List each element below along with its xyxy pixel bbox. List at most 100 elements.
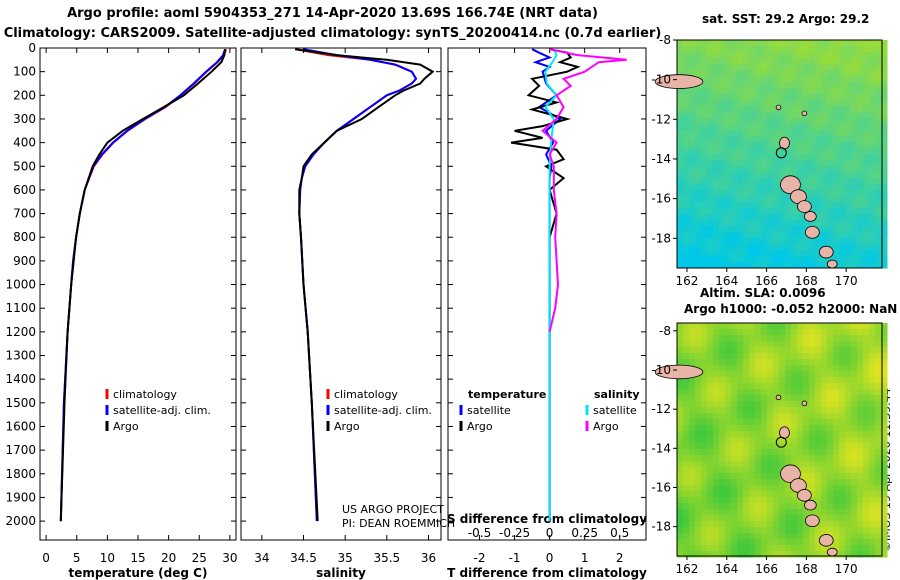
sst-map-field-cell — [815, 190, 822, 197]
sla-map-field-cell — [791, 365, 798, 372]
sla-map-field-cell — [713, 467, 720, 474]
sst-map-field-cell — [695, 136, 702, 143]
sla-map-field-cell — [863, 467, 870, 474]
sla-map-field-cell — [851, 461, 858, 468]
sla-map-field-cell — [803, 383, 810, 390]
sst-map-field-cell — [875, 82, 882, 89]
sla-map-field-cell — [851, 521, 858, 528]
sla-map-field-cell — [875, 347, 882, 354]
sla-map-field-cell — [695, 389, 702, 396]
depth-tick-label: 1800 — [5, 467, 36, 481]
temperature-tick-label: 30 — [222, 551, 237, 565]
sla-map-field-cell — [881, 461, 888, 468]
sst-map-field-cell — [689, 94, 696, 101]
sst-map-field-cell — [839, 46, 846, 53]
sst-map-field-cell — [869, 214, 876, 221]
sla-map-field-cell — [749, 533, 756, 540]
sst-map-field-cell — [755, 154, 762, 161]
diff-t-tick-label: -1 — [509, 551, 521, 565]
sst-map-field-cell — [809, 160, 816, 167]
sla-map-field-cell — [731, 551, 738, 558]
sst-map-field-cell — [803, 184, 810, 191]
sla-map-field-cell — [809, 359, 816, 366]
sst-map-field-cell — [791, 262, 798, 269]
sla-map-field-cell — [839, 335, 846, 342]
sla-map-field-cell — [875, 413, 882, 420]
sla-map-field-cell — [725, 461, 732, 468]
sla-map-field-cell — [839, 401, 846, 408]
sst-map-field-cell — [707, 184, 714, 191]
sla-map-field-cell — [749, 335, 756, 342]
sla-map-field-cell — [743, 365, 750, 372]
sst-map-field-cell — [803, 40, 810, 47]
sla-map-field-cell — [761, 509, 768, 516]
sst-map-field-cell — [737, 160, 744, 167]
sla-map-field-cell — [815, 365, 822, 372]
sst-map-field-cell — [863, 214, 870, 221]
sla-map-field-cell — [779, 371, 786, 378]
sla-map-field-cell — [839, 323, 846, 330]
sst-map-field-cell — [737, 220, 744, 227]
sst-map-field-cell — [743, 130, 750, 137]
sla-map-field-cell — [869, 425, 876, 432]
sst-map-field-cell — [701, 250, 708, 257]
sla-map-field-cell — [683, 479, 690, 486]
sla-map-field-cell — [767, 467, 774, 474]
sla-map-field-cell — [857, 341, 864, 348]
sst-map-field-cell — [881, 244, 888, 251]
sst-map-field-cell — [857, 172, 864, 179]
sst-map-field-cell — [845, 166, 852, 173]
sla-map-field-cell — [809, 491, 816, 498]
sla-map-field-cell — [701, 503, 708, 510]
sla-map-field-cell — [845, 533, 852, 540]
sst-map-field-cell — [743, 88, 750, 95]
sst-map-field-cell — [683, 244, 690, 251]
sst-map-field-cell — [809, 166, 816, 173]
sst-map-field-cell — [839, 160, 846, 167]
sst-map-field-cell — [869, 130, 876, 137]
depth-tick-label: 2000 — [5, 514, 36, 528]
sst-map-field-cell — [779, 148, 786, 155]
sla-map-field-cell — [683, 551, 690, 558]
sla-map-field-cell — [755, 449, 762, 456]
sst-map-field-cell — [701, 64, 708, 71]
sst-map-field-cell — [725, 238, 732, 245]
sla-map-field-cell — [737, 515, 744, 522]
sla-map-field-cell — [821, 347, 828, 354]
sla-map-field-cell — [755, 413, 762, 420]
sst-map-field-cell — [707, 40, 714, 47]
sla-map-field-cell — [881, 395, 888, 402]
sla-map-field-cell — [857, 395, 864, 402]
sst-map-field-cell — [695, 226, 702, 233]
sla-map-field-cell — [845, 335, 852, 342]
sla-map-field-cell — [677, 329, 684, 336]
sla-map-field-cell — [695, 425, 702, 432]
sla-map-field-cell — [785, 359, 792, 366]
sla-map-field-cell — [731, 371, 738, 378]
sla-map-field-cell — [755, 521, 762, 528]
sst-map-field-cell — [791, 250, 798, 257]
sst-map-field-cell — [863, 178, 870, 185]
sst-map-field-cell — [791, 106, 798, 113]
sst-map-field-cell — [845, 112, 852, 119]
sst-map-field-cell — [701, 202, 708, 209]
sst-map-field-cell — [827, 256, 834, 263]
sst-map-field-cell — [803, 220, 810, 227]
sst-map-field-cell — [695, 112, 702, 119]
sla-map-field-cell — [725, 377, 732, 384]
sla-map-field-cell — [875, 479, 882, 486]
sst-map-field-cell — [683, 46, 690, 53]
sla-map-field-cell — [683, 359, 690, 366]
diff-t-tick-label: -2 — [474, 551, 486, 565]
sst-map-field-cell — [755, 76, 762, 83]
sla-map-field-cell — [857, 449, 864, 456]
sla-map-field-cell — [737, 383, 744, 390]
sst-map-field-cell — [677, 262, 684, 269]
sst-map-field-cell — [689, 52, 696, 59]
sst-map-field-cell — [719, 226, 726, 233]
sla-map-field-cell — [821, 425, 828, 432]
sst-map-field-cell — [827, 136, 834, 143]
sla-map-field-cell — [833, 545, 840, 552]
sla-map-field-cell — [851, 449, 858, 456]
sla-map-field-cell — [815, 485, 822, 492]
